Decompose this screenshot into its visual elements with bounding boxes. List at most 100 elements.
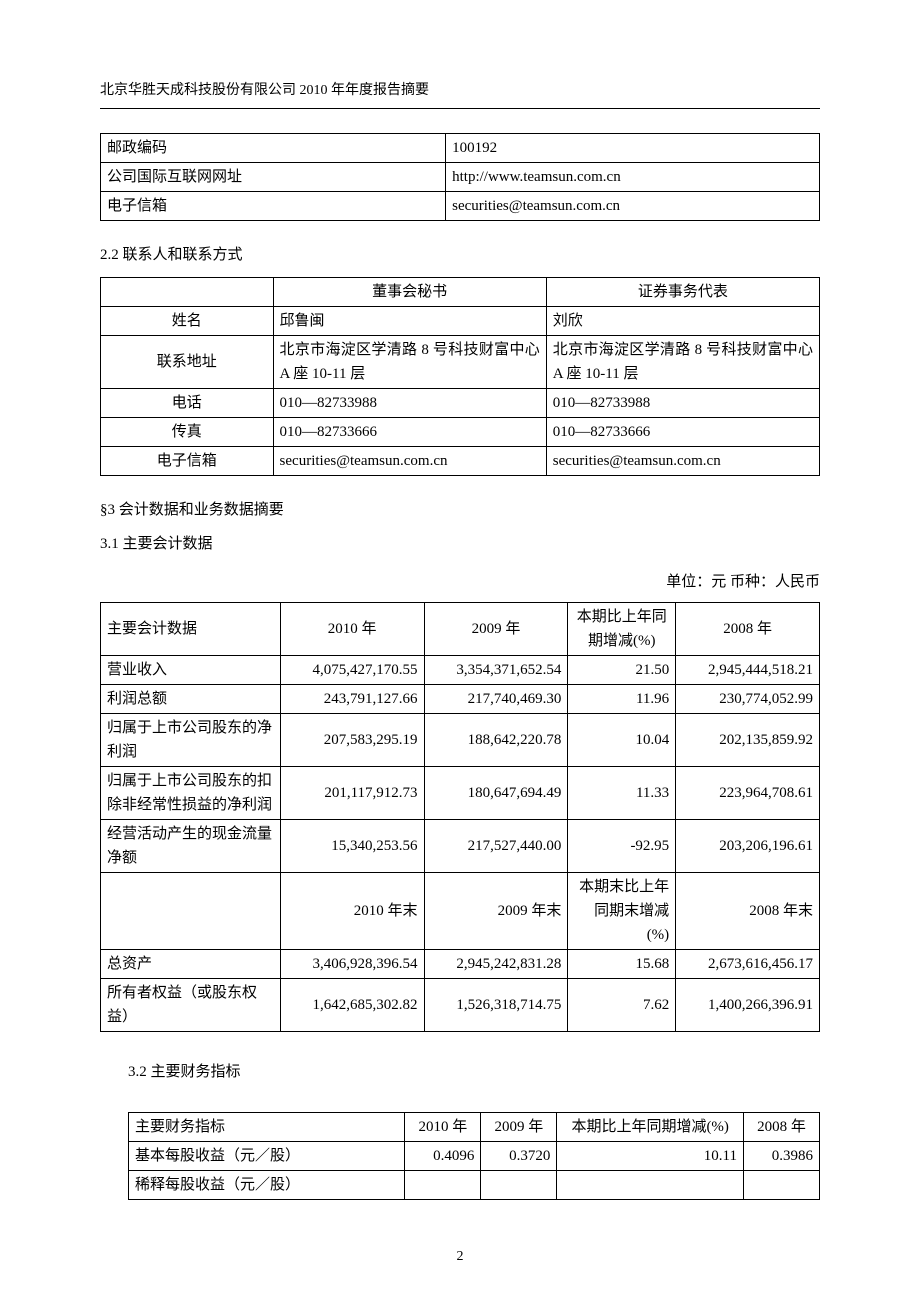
table-row: 归属于上市公司股东的净利润 207,583,295.19 188,642,220… <box>101 714 820 767</box>
cell: 公司国际互联网网址 <box>101 163 446 192</box>
cell: 2,945,444,518.21 <box>676 656 820 685</box>
cell: 总资产 <box>101 950 281 979</box>
cell: -92.95 <box>568 820 676 873</box>
cell: 传真 <box>101 418 274 447</box>
cell: 电子信箱 <box>101 192 446 221</box>
table-row: 电子信箱 securities@teamsun.com.cn <box>101 192 820 221</box>
cell: 本期末比上年同期末增减(%) <box>568 873 676 950</box>
cell: 0.3986 <box>743 1142 819 1171</box>
cell: 2010 年 <box>280 603 424 656</box>
cell: 1,526,318,714.75 <box>424 979 568 1032</box>
table-row: 经营活动产生的现金流量净额 15,340,253.56 217,527,440.… <box>101 820 820 873</box>
table-row: 总资产 3,406,928,396.54 2,945,242,831.28 15… <box>101 950 820 979</box>
accounting-data-table: 主要会计数据 2010 年 2009 年 本期比上年同期增减(%) 2008 年… <box>100 602 820 1032</box>
cell: 营业收入 <box>101 656 281 685</box>
table-row: 主要财务指标 2010 年 2009 年 本期比上年同期增减(%) 2008 年 <box>129 1113 820 1142</box>
cell: 243,791,127.66 <box>280 685 424 714</box>
cell: securities@teamsun.com.cn <box>273 447 546 476</box>
cell: 2008 年 <box>743 1113 819 1142</box>
cell: 2009 年 <box>481 1113 557 1142</box>
cell: 经营活动产生的现金流量净额 <box>101 820 281 873</box>
cell: 010—82733988 <box>546 389 819 418</box>
cell: 电子信箱 <box>101 447 274 476</box>
cell: 证券事务代表 <box>546 278 819 307</box>
table-row: 传真 010—82733666 010—82733666 <box>101 418 820 447</box>
cell: 2010 年末 <box>280 873 424 950</box>
section-2-2-title: 2.2 联系人和联系方式 <box>100 243 820 267</box>
page-number: 2 <box>100 1246 820 1268</box>
cell: 203,206,196.61 <box>676 820 820 873</box>
table-row: 稀释每股收益（元／股） <box>129 1171 820 1200</box>
cell: 归属于上市公司股东的扣除非经常性损益的净利润 <box>101 767 281 820</box>
company-info-table: 邮政编码 100192 公司国际互联网网址 http://www.teamsun… <box>100 133 820 221</box>
cell: 2,673,616,456.17 <box>676 950 820 979</box>
table-row: 基本每股收益（元／股） 0.4096 0.3720 10.11 0.3986 <box>129 1142 820 1171</box>
cell: 0.4096 <box>405 1142 481 1171</box>
cell <box>481 1171 557 1200</box>
cell: 邱鲁闽 <box>273 307 546 336</box>
cell: 稀释每股收益（元／股） <box>129 1171 405 1200</box>
cell: http://www.teamsun.com.cn <box>446 163 820 192</box>
cell: 本期比上年同期增减(%) <box>557 1113 744 1142</box>
table-row: 主要会计数据 2010 年 2009 年 本期比上年同期增减(%) 2008 年 <box>101 603 820 656</box>
cell: 010—82733666 <box>546 418 819 447</box>
cell: 3,354,371,652.54 <box>424 656 568 685</box>
cell: 15.68 <box>568 950 676 979</box>
table-row: 联系地址 北京市海淀区学清路 8 号科技财富中心 A 座 10-11 层 北京市… <box>101 336 820 389</box>
cell: 归属于上市公司股东的净利润 <box>101 714 281 767</box>
cell: 217,740,469.30 <box>424 685 568 714</box>
cell: 北京市海淀区学清路 8 号科技财富中心 A 座 10-11 层 <box>273 336 546 389</box>
cell: 0.3720 <box>481 1142 557 1171</box>
cell: 姓名 <box>101 307 274 336</box>
cell: 2010 年 <box>405 1113 481 1142</box>
cell: 邮政编码 <box>101 134 446 163</box>
cell: 利润总额 <box>101 685 281 714</box>
table-row: 电子信箱 securities@teamsun.com.cn securitie… <box>101 447 820 476</box>
cell: 207,583,295.19 <box>280 714 424 767</box>
cell: 基本每股收益（元／股） <box>129 1142 405 1171</box>
cell <box>101 278 274 307</box>
table-row: 电话 010—82733988 010—82733988 <box>101 389 820 418</box>
cell: 主要财务指标 <box>129 1113 405 1142</box>
cell: 15,340,253.56 <box>280 820 424 873</box>
cell: 230,774,052.99 <box>676 685 820 714</box>
contact-table: 董事会秘书 证券事务代表 姓名 邱鲁闽 刘欣 联系地址 北京市海淀区学清路 8 … <box>100 277 820 476</box>
cell: securities@teamsun.com.cn <box>546 447 819 476</box>
table-row: 2010 年末 2009 年末 本期末比上年同期末增减(%) 2008 年末 <box>101 873 820 950</box>
cell: 刘欣 <box>546 307 819 336</box>
cell: 223,964,708.61 <box>676 767 820 820</box>
cell: 180,647,694.49 <box>424 767 568 820</box>
section-3-2-title: 3.2 主要财务指标 <box>128 1060 820 1084</box>
cell: 201,117,912.73 <box>280 767 424 820</box>
cell: 1,642,685,302.82 <box>280 979 424 1032</box>
cell: securities@teamsun.com.cn <box>446 192 820 221</box>
table-row: 公司国际互联网网址 http://www.teamsun.com.cn <box>101 163 820 192</box>
financial-indicator-table: 主要财务指标 2010 年 2009 年 本期比上年同期增减(%) 2008 年… <box>128 1112 820 1200</box>
cell: 所有者权益（或股东权益） <box>101 979 281 1032</box>
cell: 联系地址 <box>101 336 274 389</box>
section-3-1-title: 3.1 主要会计数据 <box>100 532 820 556</box>
cell: 202,135,859.92 <box>676 714 820 767</box>
table-row: 营业收入 4,075,427,170.55 3,354,371,652.54 2… <box>101 656 820 685</box>
cell: 2008 年 <box>676 603 820 656</box>
cell <box>405 1171 481 1200</box>
header-text: 北京华胜天成科技股份有限公司 2010 年年度报告摘要 <box>100 83 429 98</box>
cell <box>557 1171 744 1200</box>
cell: 2009 年末 <box>424 873 568 950</box>
table-row: 利润总额 243,791,127.66 217,740,469.30 11.96… <box>101 685 820 714</box>
unit-line: 单位：元 币种：人民币 <box>100 570 820 594</box>
cell: 北京市海淀区学清路 8 号科技财富中心 A 座 10-11 层 <box>546 336 819 389</box>
cell: 4,075,427,170.55 <box>280 656 424 685</box>
cell: 11.33 <box>568 767 676 820</box>
cell: 100192 <box>446 134 820 163</box>
cell: 11.96 <box>568 685 676 714</box>
cell: 188,642,220.78 <box>424 714 568 767</box>
table-row: 姓名 邱鲁闽 刘欣 <box>101 307 820 336</box>
cell: 2009 年 <box>424 603 568 656</box>
cell: 3,406,928,396.54 <box>280 950 424 979</box>
cell: 217,527,440.00 <box>424 820 568 873</box>
cell <box>743 1171 819 1200</box>
cell: 本期比上年同期增减(%) <box>568 603 676 656</box>
cell: 主要会计数据 <box>101 603 281 656</box>
cell: 2,945,242,831.28 <box>424 950 568 979</box>
